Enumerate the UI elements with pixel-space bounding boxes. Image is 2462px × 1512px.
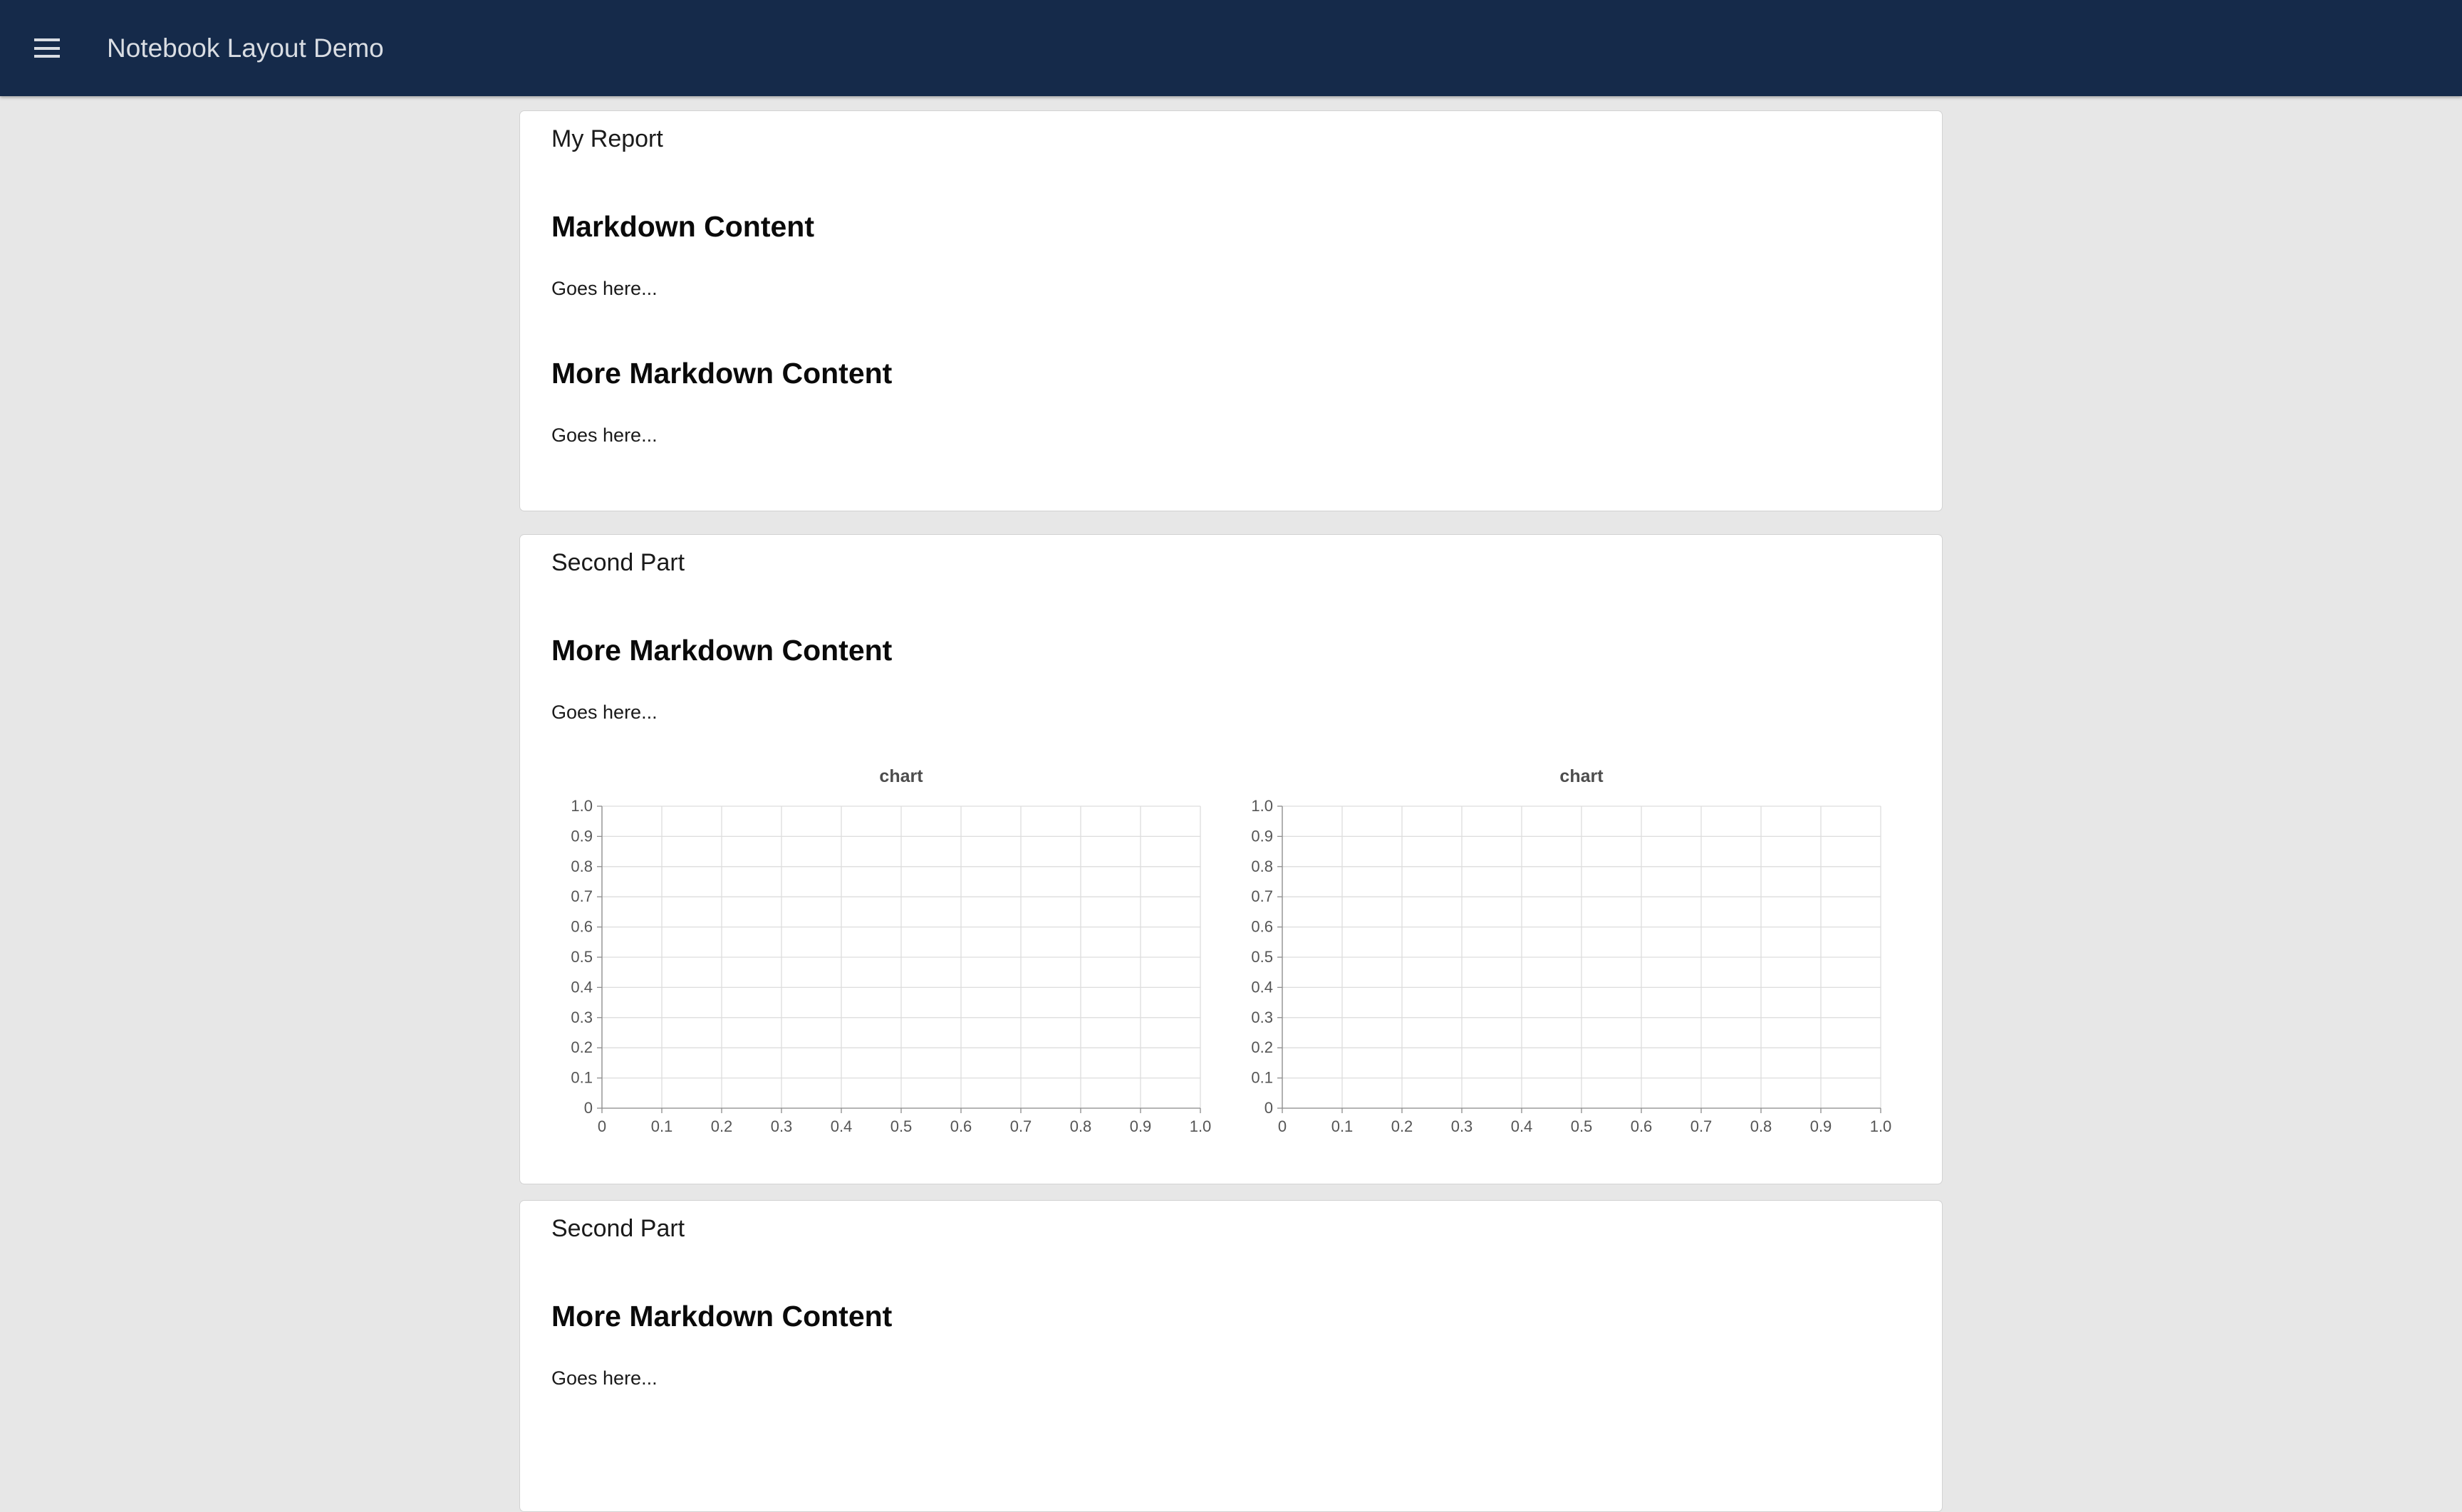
svg-text:1.0: 1.0 [1190, 1117, 1212, 1135]
svg-text:0.8: 0.8 [1750, 1117, 1772, 1135]
svg-text:0: 0 [584, 1099, 593, 1117]
svg-text:0.4: 0.4 [1511, 1117, 1533, 1135]
svg-text:chart: chart [1559, 766, 1604, 786]
svg-text:0.5: 0.5 [571, 948, 593, 966]
svg-text:0.3: 0.3 [1251, 1008, 1273, 1026]
svg-text:0.9: 0.9 [1130, 1117, 1152, 1135]
svg-text:0.1: 0.1 [571, 1069, 593, 1087]
svg-text:chart: chart [879, 766, 923, 786]
svg-text:0.7: 0.7 [1251, 887, 1273, 905]
svg-text:0: 0 [598, 1117, 606, 1135]
svg-text:1.0: 1.0 [1870, 1117, 1892, 1135]
svg-text:0.1: 0.1 [1331, 1117, 1354, 1135]
svg-text:0.9: 0.9 [1810, 1117, 1832, 1135]
svg-text:1.0: 1.0 [1251, 797, 1273, 815]
svg-text:0.3: 0.3 [571, 1008, 593, 1026]
svg-text:0.9: 0.9 [1251, 827, 1273, 845]
svg-text:0.6: 0.6 [950, 1117, 972, 1135]
svg-text:0: 0 [1278, 1117, 1287, 1135]
svg-text:0.4: 0.4 [831, 1117, 853, 1135]
svg-text:0.7: 0.7 [1690, 1117, 1713, 1135]
svg-text:0.6: 0.6 [1631, 1117, 1653, 1135]
svg-text:0.6: 0.6 [571, 918, 593, 936]
svg-text:0.8: 0.8 [1070, 1117, 1092, 1135]
svg-text:0.1: 0.1 [651, 1117, 673, 1135]
svg-text:0.2: 0.2 [1391, 1117, 1413, 1135]
svg-text:0.7: 0.7 [1010, 1117, 1032, 1135]
svg-text:0.4: 0.4 [1251, 978, 1273, 996]
svg-text:0.3: 0.3 [1451, 1117, 1473, 1135]
svg-text:0.4: 0.4 [571, 978, 593, 996]
svg-text:0.5: 0.5 [1251, 948, 1273, 966]
svg-text:0.7: 0.7 [571, 887, 593, 905]
svg-text:0.9: 0.9 [571, 827, 593, 845]
svg-text:0.8: 0.8 [1251, 857, 1273, 875]
svg-text:0: 0 [1264, 1099, 1273, 1117]
svg-text:0.2: 0.2 [711, 1117, 733, 1135]
svg-text:0.2: 0.2 [1251, 1038, 1273, 1056]
svg-text:0.2: 0.2 [571, 1038, 593, 1056]
svg-text:0.5: 0.5 [1571, 1117, 1593, 1135]
svg-text:0.3: 0.3 [771, 1117, 793, 1135]
svg-text:0.6: 0.6 [1251, 918, 1273, 936]
svg-text:0.8: 0.8 [571, 857, 593, 875]
svg-text:0.5: 0.5 [890, 1117, 913, 1135]
svg-text:0.1: 0.1 [1251, 1069, 1273, 1087]
svg-text:1.0: 1.0 [571, 797, 593, 815]
